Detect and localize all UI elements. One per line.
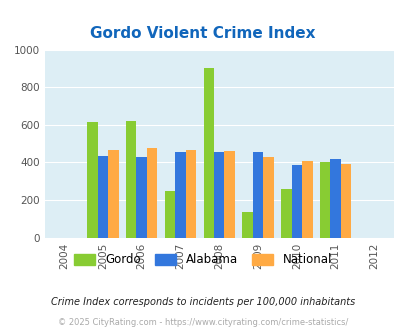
Bar (203, 68, 213, 238)
Bar (164, 190, 175, 238)
Bar (108, 150, 118, 238)
Bar (252, 152, 262, 238)
Legend: Gordo, Alabama, National: Gordo, Alabama, National (74, 253, 331, 266)
Bar (136, 157, 147, 238)
Bar (213, 152, 224, 238)
Bar (185, 150, 196, 238)
Bar (301, 161, 312, 238)
Bar (147, 148, 157, 238)
Bar (330, 159, 340, 238)
Bar (280, 189, 291, 238)
Bar (340, 164, 350, 238)
Bar (87, 122, 97, 238)
Text: Gordo Violent Crime Index: Gordo Violent Crime Index (90, 25, 315, 41)
Bar (262, 157, 273, 238)
Bar (224, 151, 234, 238)
Text: Crime Index corresponds to incidents per 100,000 inhabitants: Crime Index corresponds to incidents per… (51, 297, 354, 307)
Bar (126, 121, 136, 238)
Bar (291, 165, 301, 238)
Bar (242, 212, 252, 238)
Bar (319, 162, 330, 238)
Text: © 2025 CityRating.com - https://www.cityrating.com/crime-statistics/: © 2025 CityRating.com - https://www.city… (58, 318, 347, 327)
Bar (97, 156, 108, 238)
Bar (175, 152, 185, 238)
